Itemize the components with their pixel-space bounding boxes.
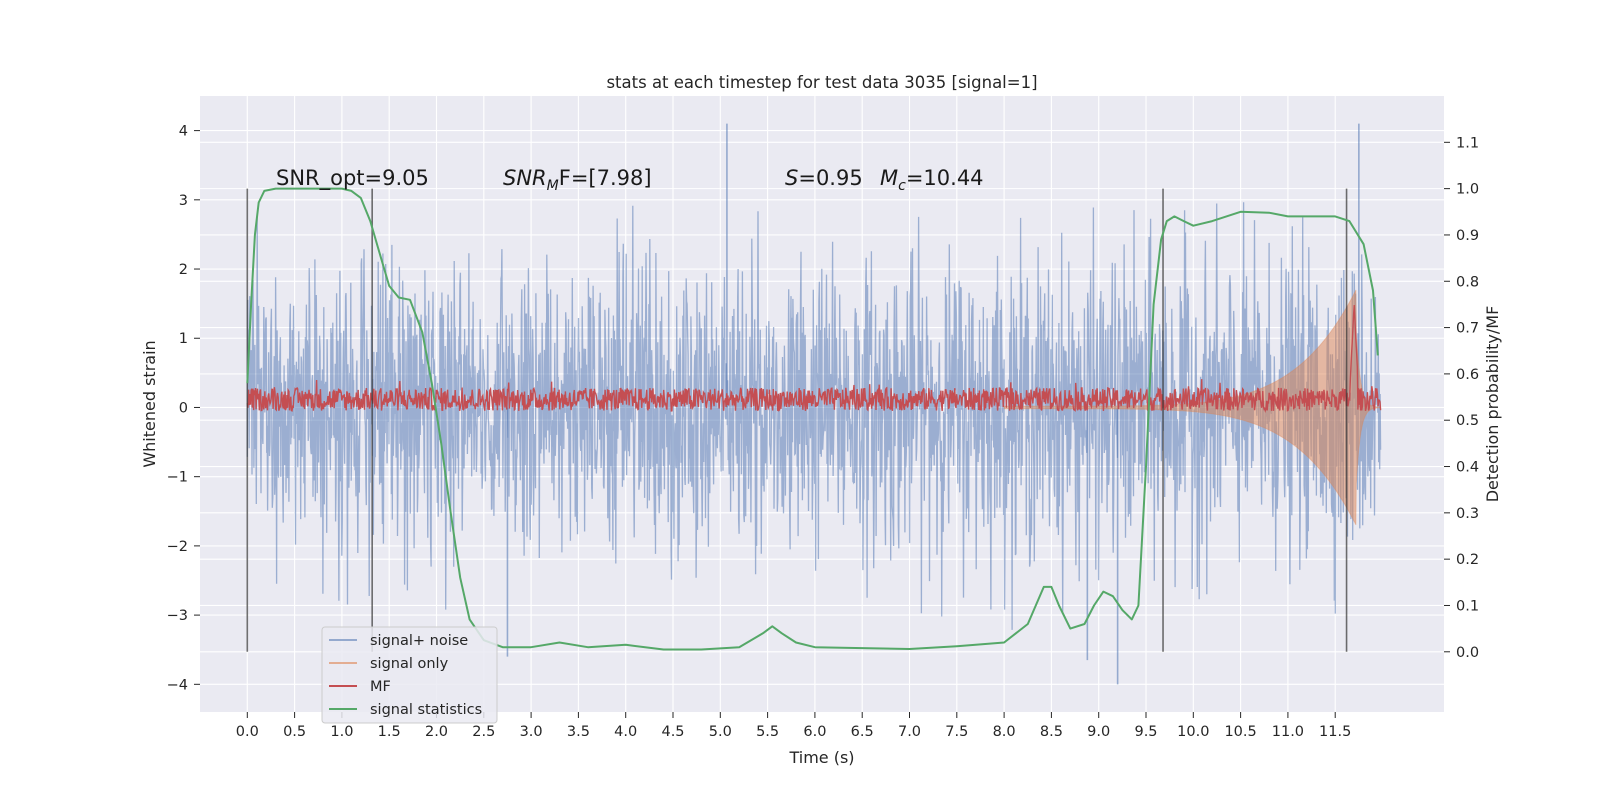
y-axis-left-ticks: 4 3 2 1 0 −1 −2 −3 −4 xyxy=(167,124,200,693)
legend-item-signal-plus-noise: signal+ noise xyxy=(329,633,468,649)
mc-value: =10.44 xyxy=(906,166,984,190)
y-right-tick-label-8: 0.3 xyxy=(1456,506,1479,522)
x-axis-ticks: 0.0 0.5 1.0 1.5 2.0 2.5 3.0 3.5 4.0 4.5 5.0 5.5 6.0 6… xyxy=(236,712,1351,740)
series-mf xyxy=(246,304,1382,414)
mc-subscript: c xyxy=(898,178,906,194)
x-tick-label-12: 6.0 xyxy=(803,724,826,740)
y-left-tick-label-1: 3 xyxy=(179,193,188,209)
s-value: =0.95 xyxy=(798,166,862,190)
plot-series-layer xyxy=(246,123,1382,685)
series-mf-line xyxy=(246,304,1382,414)
y-left-tick-label-5: −1 xyxy=(167,470,188,486)
y-axis-left-label: Whitened strain xyxy=(140,340,159,467)
x-tick-label-10: 5.0 xyxy=(709,724,732,740)
y-right-tick-label-1: 1.0 xyxy=(1456,182,1479,198)
y-right-tick-label-3: 0.8 xyxy=(1456,274,1479,290)
legend-item-signal-statistics: signal statistics xyxy=(329,702,482,718)
y-left-tick-label-0: 4 xyxy=(179,124,188,140)
x-tick-label-0: 0.0 xyxy=(236,724,259,740)
snr-mf-value: F=[7.98] xyxy=(559,166,652,190)
x-tick-label-7: 3.5 xyxy=(567,724,590,740)
y-axis-right-ticks: 1.1 1.0 0.9 0.8 0.7 0.6 0.5 0.4 0.3 0.2 0.1 0.0 xyxy=(1444,135,1479,661)
y-left-tick-label-3: 1 xyxy=(179,331,188,347)
y-left-tick-label-2: 2 xyxy=(179,262,188,278)
x-tick-label-14: 7.0 xyxy=(898,724,921,740)
x-tick-label-23: 11.5 xyxy=(1319,724,1351,740)
snr-mf-symbol: SNR xyxy=(503,166,547,190)
x-tick-label-22: 11.0 xyxy=(1272,724,1304,740)
x-tick-label-5: 2.5 xyxy=(472,724,495,740)
x-tick-label-17: 8.5 xyxy=(1040,724,1063,740)
x-tick-label-15: 7.5 xyxy=(945,724,968,740)
legend-item-signal-only: signal only xyxy=(329,656,449,672)
x-tick-label-13: 6.5 xyxy=(851,724,874,740)
x-tick-label-11: 5.5 xyxy=(756,724,779,740)
annotation-snr-mf: SNRMF=[7.98] xyxy=(503,166,652,194)
legend-label-signal-only: signal only xyxy=(370,656,449,672)
y-right-tick-label-6: 0.5 xyxy=(1456,413,1479,429)
x-tick-label-1: 0.5 xyxy=(283,724,306,740)
s-symbol: S xyxy=(785,166,798,190)
series-signal-statistics xyxy=(246,187,1379,651)
x-tick-label-6: 3.0 xyxy=(520,724,543,740)
x-tick-label-19: 9.5 xyxy=(1134,724,1157,740)
legend: signal+ noise signal only MF signal stat… xyxy=(321,626,498,724)
y-right-tick-label-2: 0.9 xyxy=(1456,228,1479,244)
y-left-tick-label-4: 0 xyxy=(179,400,188,416)
annotation-snr-opt: SNR_opt=9.05 xyxy=(276,166,429,191)
x-tick-label-2: 1.0 xyxy=(330,724,353,740)
series-signal-statistics-line xyxy=(246,187,1379,651)
x-tick-label-8: 4.0 xyxy=(614,724,637,740)
legend-label-mf: MF xyxy=(370,679,391,695)
snr-mf-subscript: M xyxy=(547,178,559,194)
y-right-tick-label-7: 0.4 xyxy=(1456,460,1479,476)
annotation-mc: Mc=10.44 xyxy=(880,166,984,194)
vertical-marker-lines xyxy=(246,188,1348,652)
chart-title: stats at each timestep for test data 303… xyxy=(606,73,1037,92)
y-left-tick-label-6: −2 xyxy=(167,539,188,555)
x-tick-label-16: 8.0 xyxy=(993,724,1016,740)
mc-symbol: M xyxy=(880,166,898,190)
legend-label-signal-statistics: signal statistics xyxy=(370,702,482,718)
x-tick-label-9: 4.5 xyxy=(661,724,684,740)
x-tick-label-18: 9.0 xyxy=(1087,724,1110,740)
x-axis-label: Time (s) xyxy=(788,748,854,767)
y-left-tick-label-7: −3 xyxy=(167,608,188,624)
series-signal-plus-noise-line xyxy=(246,202,1382,630)
y-right-tick-label-11: 0.0 xyxy=(1456,645,1479,661)
y-right-tick-label-0: 1.1 xyxy=(1456,135,1479,151)
x-tick-label-20: 10.0 xyxy=(1177,724,1209,740)
x-tick-label-3: 1.5 xyxy=(378,724,401,740)
y-right-tick-label-4: 0.7 xyxy=(1456,321,1479,337)
y-right-tick-label-10: 0.1 xyxy=(1456,598,1479,614)
legend-label-signal-plus-noise: signal+ noise xyxy=(370,633,468,649)
series-signal-plus-noise xyxy=(246,123,1382,685)
annotation-s: S=0.95 xyxy=(785,166,863,190)
y-left-tick-label-8: −4 xyxy=(167,677,188,693)
legend-frame xyxy=(321,626,498,724)
y-right-tick-label-9: 0.2 xyxy=(1456,552,1479,568)
x-tick-label-21: 10.5 xyxy=(1224,724,1256,740)
legend-item-mf: MF xyxy=(329,679,391,695)
y-right-tick-label-5: 0.6 xyxy=(1456,367,1479,383)
y-axis-right-label: Detection probability/MF xyxy=(1483,306,1502,503)
x-tick-label-4: 2.0 xyxy=(425,724,448,740)
